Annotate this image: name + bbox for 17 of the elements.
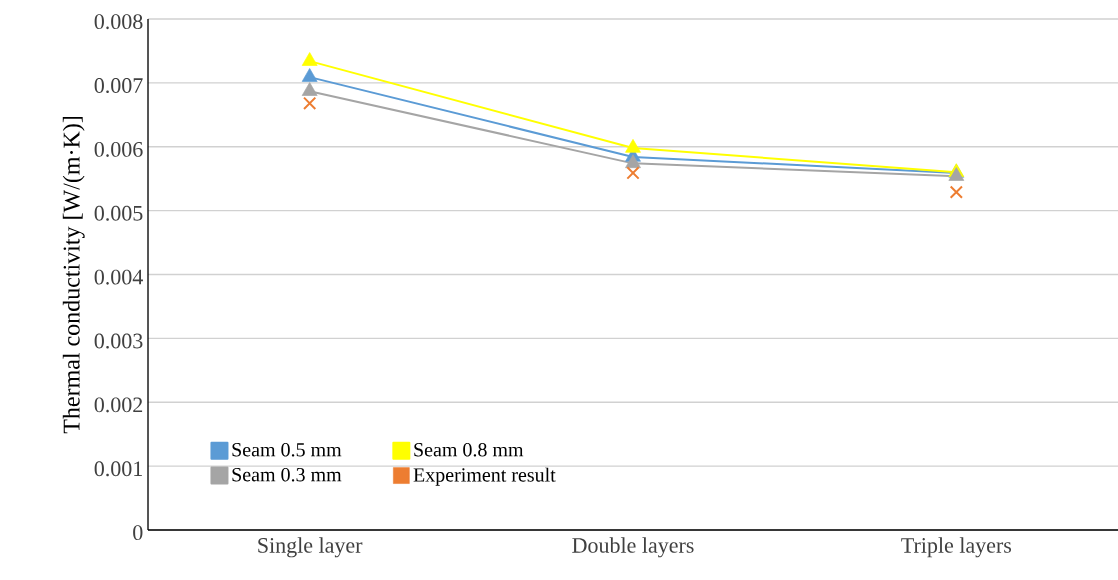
y-tick-label: 0.008 (94, 14, 143, 30)
y-axis-title: Thermal conductivity [W/(m·K)] (62, 116, 85, 434)
legend-label: Seam 0.8 mm (414, 443, 524, 457)
y-tick-label: 0.003 (94, 333, 143, 349)
legend-label: Seam 0.3 mm (232, 467, 342, 482)
y-tick-label: 0 (133, 525, 143, 541)
y-tick-label: 0.006 (94, 141, 143, 157)
x-tick-label: Double layers (572, 537, 694, 558)
legend-label: Experiment result (413, 467, 556, 486)
y-tick-label: 0.004 (94, 269, 143, 285)
y-tick-label: 0.002 (94, 397, 143, 413)
y-tick-label: 0.005 (94, 205, 143, 221)
x-tick-label: Triple layers (901, 537, 1012, 558)
x-tick-label: Single layer (258, 537, 363, 558)
legend-label: Seam 0.5 mm (232, 443, 342, 457)
y-tick-label: 0.007 (94, 78, 143, 94)
y-tick-label: 0.001 (94, 461, 142, 477)
